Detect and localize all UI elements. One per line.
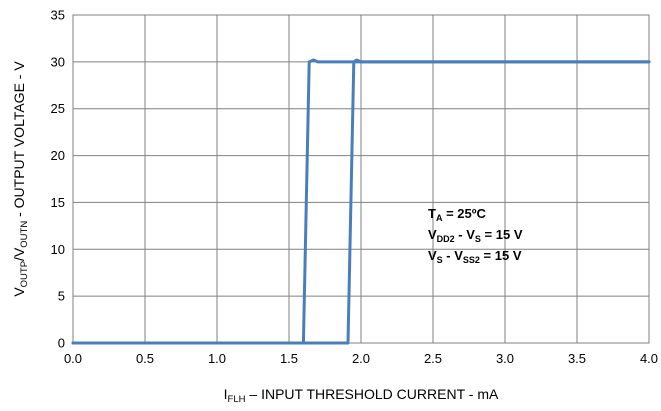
y-axis-label: VOUTP/VOUTN - OUTPUT VOLTAGE - V <box>11 61 30 297</box>
x-tick-label: 3.5 <box>568 351 586 366</box>
x-tick-label: 2.5 <box>424 351 442 366</box>
annotation-line-temperature: TA = 25ºC <box>428 206 486 223</box>
x-tick-label: 2.0 <box>352 351 370 366</box>
x-tick-label: 3.0 <box>496 351 514 366</box>
plot-area <box>72 14 650 344</box>
series-lines <box>71 58 651 345</box>
y-tick-label: 5 <box>58 289 65 304</box>
x-tick-label: 0.5 <box>136 351 154 366</box>
y-tick-label: 25 <box>51 101 65 116</box>
x-tick-label: 1.5 <box>280 351 298 366</box>
annotation-line-vss2: VS - VSS2 = 15 V <box>428 248 522 265</box>
x-tick-label: 1.0 <box>208 351 226 366</box>
y-tick-labels: 0 5 10 15 20 25 30 35 <box>51 8 65 351</box>
series-line-2 <box>71 58 651 345</box>
y-tick-label: 15 <box>51 195 65 210</box>
y-tick-label: 10 <box>51 242 65 257</box>
x-tick-label: 4.0 <box>640 351 658 366</box>
y-tick-label: 20 <box>51 148 65 163</box>
y-tick-label: 35 <box>51 8 65 23</box>
annotation-line-vdd2: VDD2 - VS = 15 V <box>428 227 523 244</box>
x-tick-label: 0.0 <box>64 351 82 366</box>
conditions-annotation: TA = 25ºC VDD2 - VS = 15 V VS - VSS2 = 1… <box>428 206 523 265</box>
x-axis-label: IFLH – INPUT THRESHOLD CURRENT - mA <box>224 386 499 405</box>
grid-lines <box>72 14 650 344</box>
y-tick-label: 30 <box>51 54 65 69</box>
x-tick-labels: 0.0 0.5 1.0 1.5 2.0 2.5 3.0 3.5 4.0 <box>64 351 658 366</box>
y-tick-label: 0 <box>58 336 65 351</box>
